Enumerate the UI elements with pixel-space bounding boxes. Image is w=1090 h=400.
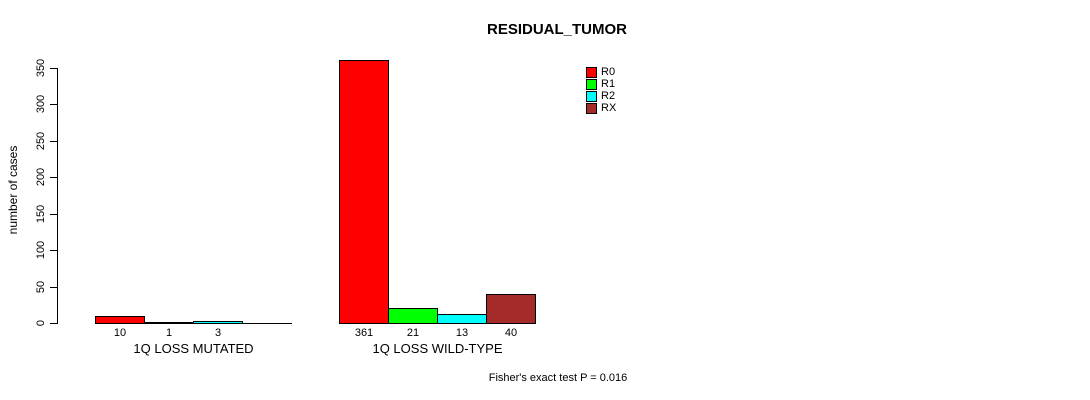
legend-label: RX xyxy=(601,102,617,114)
y-tick xyxy=(50,323,57,324)
bar-value-label: 40 xyxy=(504,327,518,339)
group-label: 1Q LOSS WILD-TYPE xyxy=(372,341,503,356)
y-tick-label: 200 xyxy=(35,167,47,187)
legend-swatch-r2 xyxy=(586,91,597,102)
legend-row: R0 xyxy=(586,67,615,78)
bar-r1 xyxy=(144,322,194,324)
y-tick xyxy=(50,250,57,251)
y-tick-label: 250 xyxy=(35,131,47,151)
bar-r2 xyxy=(193,321,243,324)
bar-value-label: 3 xyxy=(214,327,222,339)
bar-value-label: 10 xyxy=(113,327,127,339)
y-tick xyxy=(50,141,57,142)
y-axis-label: number of cases xyxy=(6,145,20,235)
y-axis-line xyxy=(57,68,58,324)
legend-row: RX xyxy=(586,103,616,114)
group-label: 1Q LOSS MUTATED xyxy=(133,341,254,356)
bar-value-label: 361 xyxy=(354,327,374,339)
bar-r0 xyxy=(339,60,389,324)
y-tick-label: 350 xyxy=(35,58,47,78)
bar-r1 xyxy=(388,308,438,324)
legend-label: R2 xyxy=(601,90,616,102)
y-tick xyxy=(50,177,57,178)
y-tick xyxy=(50,287,57,288)
y-tick xyxy=(50,214,57,215)
bar-rx xyxy=(486,294,536,324)
y-tick xyxy=(50,104,57,105)
legend-swatch-rx xyxy=(586,103,597,114)
y-tick-label: 150 xyxy=(35,204,47,224)
y-tick-label: 300 xyxy=(35,94,47,114)
y-tick-label: 0 xyxy=(35,319,47,327)
legend-swatch-r1 xyxy=(586,79,597,90)
legend-row: R1 xyxy=(586,79,615,90)
chart-title: RESIDUAL_TUMOR xyxy=(486,21,628,38)
legend-label: R0 xyxy=(601,66,616,78)
bar-value-label: 1 xyxy=(165,327,173,339)
bar-r2 xyxy=(437,314,487,324)
y-tick-label: 100 xyxy=(35,240,47,260)
bar-r0 xyxy=(95,316,145,324)
y-tick xyxy=(50,68,57,69)
legend-label: R1 xyxy=(601,78,616,90)
legend-swatch-r0 xyxy=(586,67,597,78)
y-tick-label: 50 xyxy=(35,280,47,294)
legend-row: R2 xyxy=(586,91,615,102)
bar-value-label: 13 xyxy=(455,327,469,339)
bar-value-label: 21 xyxy=(406,327,420,339)
annotation-fisher-test: Fisher's exact test P = 0.016 xyxy=(488,372,628,384)
